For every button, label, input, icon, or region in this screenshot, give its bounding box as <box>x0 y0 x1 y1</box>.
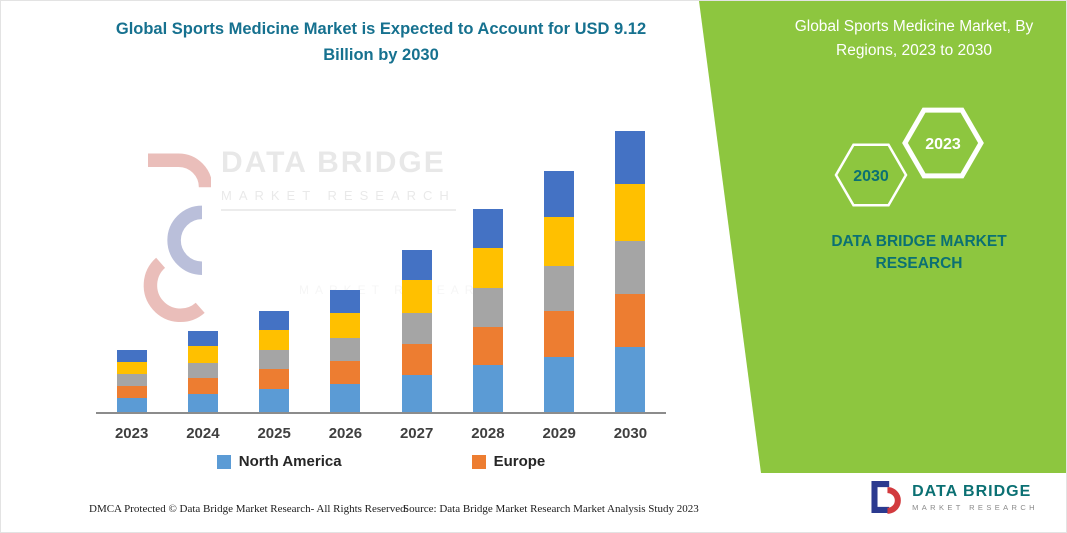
bar-column <box>310 290 381 412</box>
bar-segment <box>401 374 432 412</box>
bar-segment <box>330 290 361 314</box>
footer-source-text: Source: Data Bridge Market Research Mark… <box>403 503 699 515</box>
bar-segment <box>116 397 147 412</box>
company-logo-icon <box>871 481 901 514</box>
bar-segment <box>330 360 361 384</box>
hexagon-2023 <box>902 107 984 179</box>
bar-column <box>381 249 452 412</box>
bar-segment <box>472 247 503 289</box>
bar-segment <box>472 365 503 412</box>
x-axis-label: 2023 <box>114 425 149 442</box>
bar-segment <box>401 343 432 375</box>
bar-segment <box>615 240 646 294</box>
bar-segment <box>615 130 646 185</box>
bar-segment <box>259 350 290 370</box>
legend-swatch-europe <box>471 454 486 469</box>
bar-segment <box>116 374 147 387</box>
bar-segment <box>544 311 575 357</box>
x-axis-label: 2027 <box>399 425 434 442</box>
legend-label-europe: Europe <box>493 453 546 470</box>
bar-column <box>239 310 310 412</box>
bar-segment <box>401 280 432 314</box>
bar-segment <box>472 326 503 366</box>
panel-brand-text: DATA BRIDGE MARKET RESEARCH <box>831 233 1007 273</box>
bar-column <box>167 330 238 412</box>
bar-segment <box>116 350 147 363</box>
bar-segment <box>544 356 575 412</box>
bar-segment <box>259 329 290 351</box>
bar-column <box>595 130 666 412</box>
x-axis-label: 2028 <box>471 425 505 442</box>
bar-segment <box>116 386 147 398</box>
bar-segment <box>330 337 361 361</box>
bar-column <box>452 209 523 412</box>
company-logo-subtitle: MARKET RESEARCH <box>912 502 1038 512</box>
company-logo-name: DATA BRIDGE <box>912 482 1032 500</box>
hexagon-year-bottom: 2030 <box>853 168 889 185</box>
watermark: DATA BRIDGE MARKET RESEARCH MARKET RESEA… <box>139 146 509 331</box>
panel-title: Global Sports Medicine Market, By Region… <box>794 18 1034 60</box>
company-logo: DATA BRIDGE MARKET RESEARCH <box>865 478 1038 516</box>
bar-segment <box>187 362 218 379</box>
bar-segment <box>472 209 503 248</box>
hexagon-year-top: 2023 <box>925 136 961 153</box>
bar-segment <box>544 217 575 266</box>
bar-segment <box>401 249 432 281</box>
watermark-logo-icon <box>143 153 211 323</box>
watermark-line2: MARKET RESEARCH <box>221 188 456 211</box>
x-axis-labels: 2023 2024 2025 2026 2027 2028 2029 2030 <box>96 425 666 442</box>
bar-segment <box>615 184 646 241</box>
bar-segment <box>615 293 646 348</box>
legend-item-europe: Europe <box>471 453 546 470</box>
legend-item-north-america: North America <box>216 453 342 470</box>
hexagon-2030 <box>834 143 908 207</box>
bar-column <box>96 350 167 412</box>
bar-segment <box>187 378 218 394</box>
bar-segment <box>187 346 218 363</box>
watermark-line1: DATA BRIDGE <box>221 146 446 179</box>
chart-title: Global Sports Medicine Market is Expecte… <box>115 20 647 65</box>
x-axis-label: 2025 <box>257 425 291 442</box>
bar-column <box>524 171 595 412</box>
bar-chart <box>96 121 666 414</box>
x-axis-label: 2024 <box>186 425 220 442</box>
x-axis-label: 2029 <box>542 425 576 442</box>
legend-label-north-america: North America <box>238 453 342 470</box>
bar-segment <box>544 265 575 312</box>
bar-segment <box>259 310 290 330</box>
bar-segment <box>259 388 290 412</box>
bar-segment <box>187 330 218 347</box>
bar-segment <box>330 313 361 338</box>
right-green-panel: Global Sports Medicine Market, By Region… <box>699 1 1066 473</box>
bar-segment <box>259 369 290 389</box>
bar-segment <box>472 288 503 327</box>
bar-segment <box>401 313 432 344</box>
footer-dmca-text: DMCA Protected © Data Bridge Market Rese… <box>89 503 409 515</box>
bar-segment <box>544 171 575 218</box>
bar-segment <box>187 393 218 412</box>
bar-segment <box>330 383 361 412</box>
x-axis-label: 2026 <box>328 425 363 442</box>
bar-segment <box>615 347 646 412</box>
chart-legend: North America Europe <box>96 453 666 470</box>
hexagon-years-graphic: 2030 2023 <box>834 107 984 207</box>
x-axis-label: 2030 <box>613 425 648 442</box>
legend-swatch-north-america <box>216 454 231 469</box>
bar-segment <box>116 362 147 375</box>
